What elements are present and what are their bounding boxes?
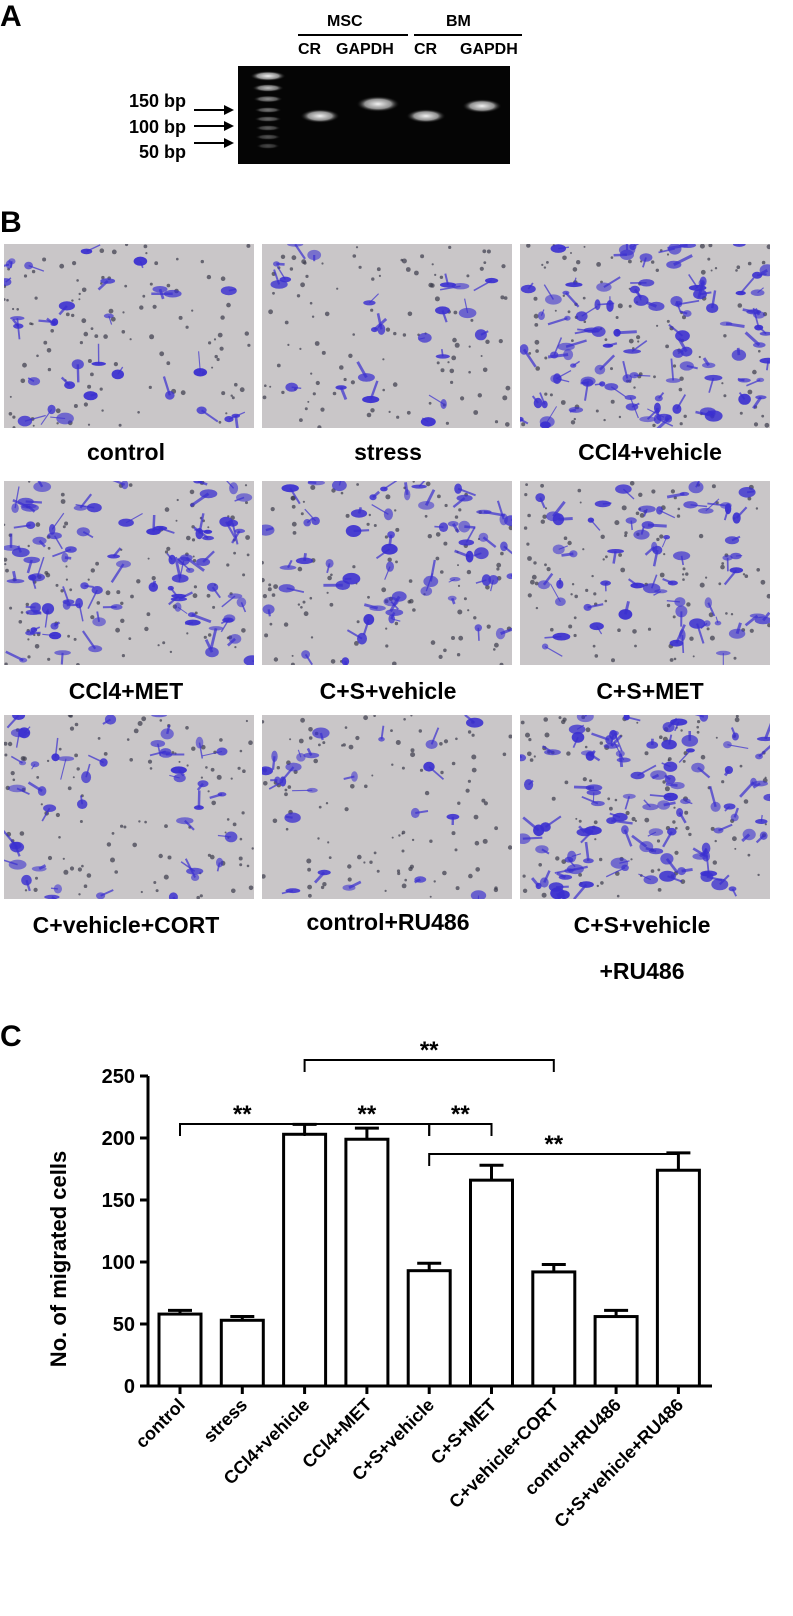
- gel-band: [462, 99, 502, 113]
- x-tick-label: C+vehicle+CORT: [445, 1395, 562, 1512]
- significance-label: **: [544, 1131, 563, 1158]
- gel-lane-label: CR: [414, 41, 438, 58]
- gel-band: [356, 96, 400, 112]
- micrograph-svg: [262, 481, 512, 665]
- micrograph-svg: [262, 244, 511, 428]
- y-tick-label: 100: [102, 1252, 135, 1274]
- arrow-icon: [194, 109, 224, 111]
- micrograph-image: [520, 481, 770, 665]
- gel-band: [406, 109, 446, 123]
- significance-label: **: [451, 1101, 470, 1128]
- significance-brackets: ** ** ** ** **: [179, 1037, 680, 1166]
- micrograph-svg: [4, 481, 254, 665]
- micrograph-image: [262, 244, 512, 428]
- micrograph-svg: [4, 715, 254, 899]
- micrograph-image: [520, 244, 770, 428]
- bar: [406, 1269, 452, 1388]
- y-tick-label: 200: [102, 1128, 135, 1150]
- micrograph-label: control: [87, 439, 165, 465]
- micrograph-label: stress: [354, 439, 422, 465]
- micrograph-label: control+RU486: [306, 909, 470, 935]
- gel-group-bm-line: [414, 34, 522, 36]
- bar-chart: No. of migrated cells 0 50 100 150 200 250 **…: [46, 1037, 712, 1532]
- micrograph-image: [262, 481, 512, 665]
- x-tick-label: C+S+vehicle+RU486: [550, 1395, 687, 1532]
- micrograph-image: [4, 244, 254, 428]
- size-marker-label: 100 bp: [128, 117, 186, 137]
- micrograph-image: [4, 481, 254, 665]
- bar: [469, 1178, 514, 1388]
- bar: [157, 1312, 203, 1388]
- micrograph-image: [4, 715, 254, 899]
- micrograph-label: CCl4+MET: [68, 678, 184, 704]
- gel-group-msc-line: [298, 34, 408, 36]
- gel-lane-label: GAPDH: [336, 41, 394, 58]
- y-ticks: 0 50 100 150 200 250: [102, 1066, 148, 1398]
- size-marker-label: 50 bp: [138, 142, 186, 162]
- micrograph-label: C+S+vehicle: [573, 912, 711, 938]
- y-axis-label: No. of migrated cells: [46, 1151, 71, 1367]
- arrow-icon: [224, 105, 234, 115]
- micrograph-label: CCl4+vehicle: [578, 439, 722, 465]
- micrograph-image: [520, 715, 770, 899]
- x-tick-label: control: [132, 1395, 189, 1452]
- arrow-icon: [194, 125, 224, 127]
- micrograph-label: C+vehicle+CORT: [32, 912, 220, 938]
- x-tick-label: stress: [199, 1395, 251, 1447]
- bar: [655, 1168, 701, 1388]
- bar: [344, 1137, 390, 1388]
- gel-group-bm-label: BM: [446, 13, 471, 30]
- arrow-icon: [194, 142, 224, 144]
- micrograph-svg: [520, 715, 770, 899]
- significance-label: **: [420, 1037, 439, 1064]
- y-tick-label: 150: [102, 1190, 135, 1212]
- panel-b-letter: B: [0, 206, 22, 239]
- significance-bracket: [428, 1153, 680, 1166]
- micrograph-label: C+S+vehicle: [319, 678, 457, 704]
- gel-ladder: [250, 71, 286, 149]
- micrograph-label: C+S+MET: [596, 678, 704, 704]
- gel-group-msc-label: MSC: [327, 13, 363, 30]
- x-tick-labels: control stressCCl4+vehicleCCl4+METC+S+veh…: [132, 1395, 688, 1532]
- bars: [157, 1122, 701, 1394]
- gel-image: [238, 66, 510, 164]
- y-tick-label: 0: [124, 1376, 135, 1398]
- significance-label: **: [358, 1101, 377, 1128]
- significance-label: **: [233, 1101, 252, 1128]
- y-tick-label: 50: [113, 1314, 135, 1336]
- gel-lane-label: GAPDH: [460, 41, 518, 58]
- micrograph-svg: [523, 481, 770, 665]
- micrograph-label: +RU486: [599, 958, 685, 984]
- arrow-icon: [224, 138, 234, 148]
- gel-lane-label: CR: [298, 41, 322, 58]
- panel-c-letter: C: [0, 1020, 22, 1053]
- micrograph-image: [262, 715, 512, 899]
- micrograph-svg: [520, 244, 770, 428]
- arrow-icon: [224, 121, 234, 131]
- gel-svg: [250, 71, 502, 149]
- size-marker-label: 150 bp: [128, 91, 186, 111]
- bar: [531, 1270, 577, 1388]
- y-tick-label: 250: [102, 1066, 135, 1088]
- micrograph-svg: [4, 244, 251, 428]
- bar: [219, 1318, 265, 1388]
- panel-a-letter: A: [0, 0, 22, 33]
- micrograph-svg: [262, 715, 512, 899]
- significance-bracket: [303, 1059, 555, 1072]
- bar: [593, 1315, 639, 1388]
- significance-bracket: [428, 1123, 493, 1136]
- bar: [282, 1132, 328, 1388]
- gel-band: [300, 109, 340, 123]
